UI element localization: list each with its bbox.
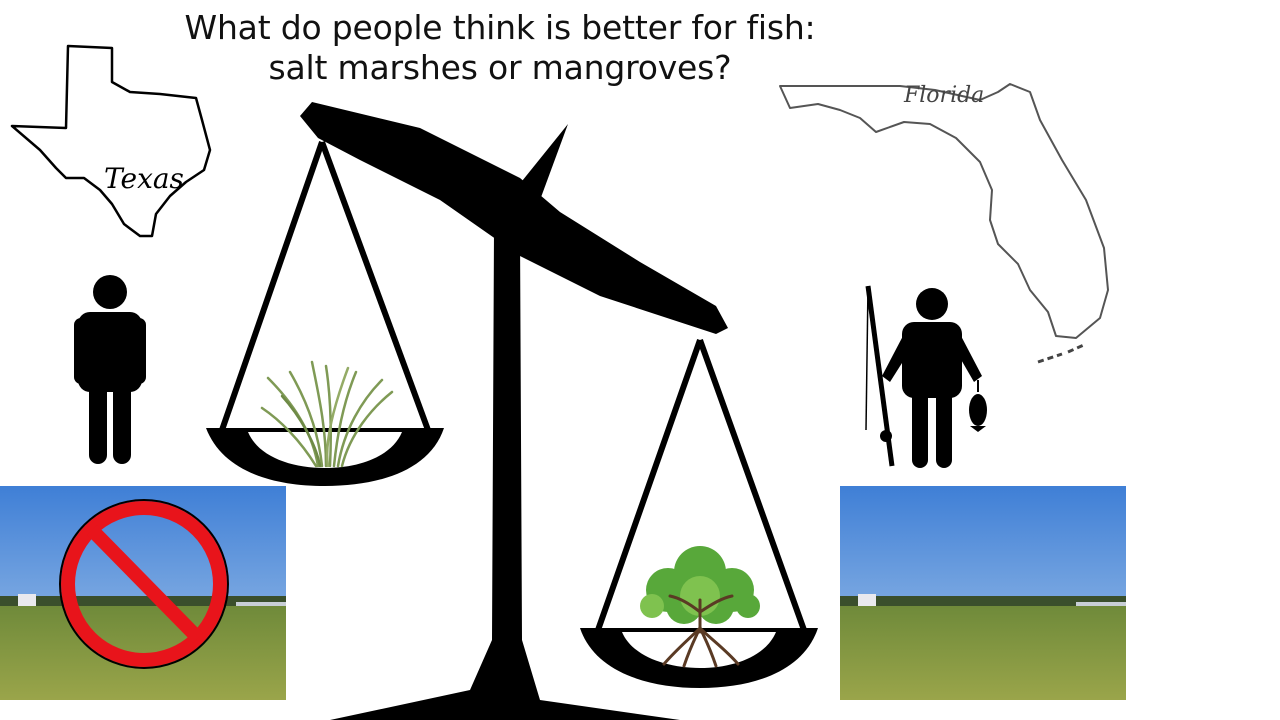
florida-outline-icon: Florida	[779, 83, 1109, 364]
person-icon	[74, 275, 146, 464]
no-symbol-icon	[59, 499, 229, 669]
title-line-2: salt marshes or mangroves?	[268, 48, 732, 87]
texas-label: Texas	[104, 162, 184, 195]
mangrove-tree-icon	[640, 546, 760, 668]
fisher-person-icon	[865, 285, 987, 468]
balance-scale-icon	[206, 102, 818, 720]
florida-label: Florida	[903, 83, 984, 108]
salt-marsh-photo-right	[840, 486, 1126, 700]
page-title: What do people think is better for fish:…	[140, 8, 860, 88]
texas-outline-icon: Texas	[10, 44, 212, 238]
title-line-1: What do people think is better for fish:	[184, 8, 816, 47]
marsh-grass-icon	[260, 360, 394, 468]
